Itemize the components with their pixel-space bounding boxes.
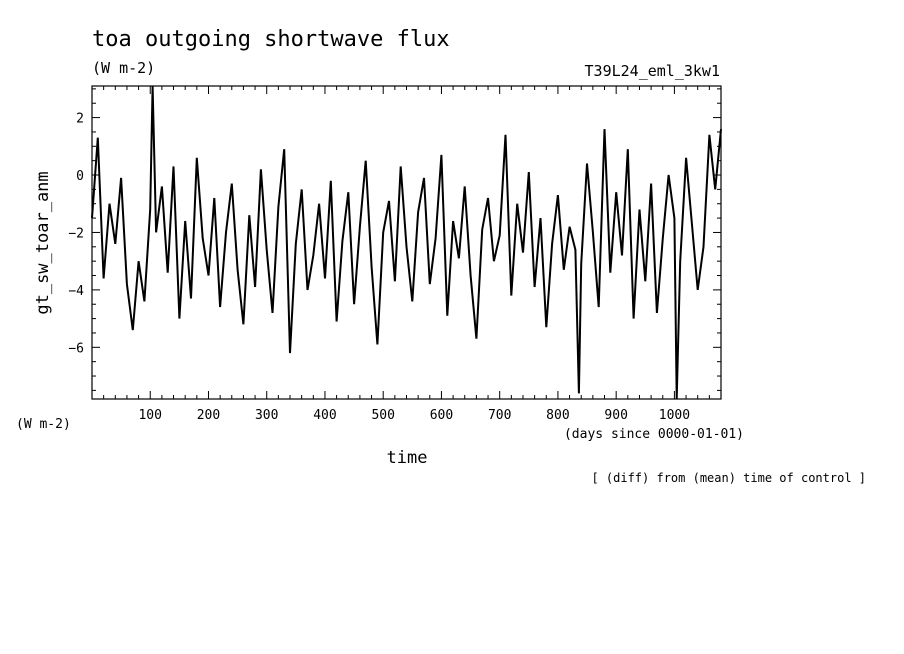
chart-title: toa outgoing shortwave flux	[92, 27, 450, 52]
x-tick-label: 800	[546, 408, 569, 423]
x-tick-labels: 100 200 300 400 500 600 700 800 900 1000	[138, 408, 690, 423]
y-tick-label: 0	[76, 169, 84, 184]
x-tick-label: 200	[197, 408, 220, 423]
x-tick-label: 300	[255, 408, 278, 423]
y-axis-title: gt_sw_toar_anm	[33, 171, 53, 314]
x-tick-label: 400	[313, 408, 336, 423]
series-line	[91, 85, 722, 400]
y-tick-label: 2	[76, 112, 84, 127]
x-tick-label: 100	[138, 408, 161, 423]
y-axis-units: (W m-2)	[16, 417, 71, 432]
comparison-note: [ (diff) from (mean) time of control ]	[591, 471, 866, 485]
x-tick-label: 1000	[659, 408, 690, 423]
x-tick-label: 900	[604, 408, 627, 423]
chart-units: (W m-2)	[92, 59, 155, 77]
y-tick-label: −6	[68, 341, 84, 356]
experiment-label: T39L24_eml_3kw1	[585, 62, 720, 80]
y-tick-label: −2	[68, 226, 84, 241]
x-axis-title: time	[387, 448, 428, 468]
x-tick-label: 600	[430, 408, 453, 423]
x-axis-units: (days since 0000-01-01)	[564, 427, 744, 442]
y-tick-label: −4	[68, 284, 84, 299]
x-tick-label: 500	[371, 408, 394, 423]
y-tick-labels: 2 0 −2 −4 −6	[68, 112, 84, 357]
x-tick-label: 700	[488, 408, 511, 423]
